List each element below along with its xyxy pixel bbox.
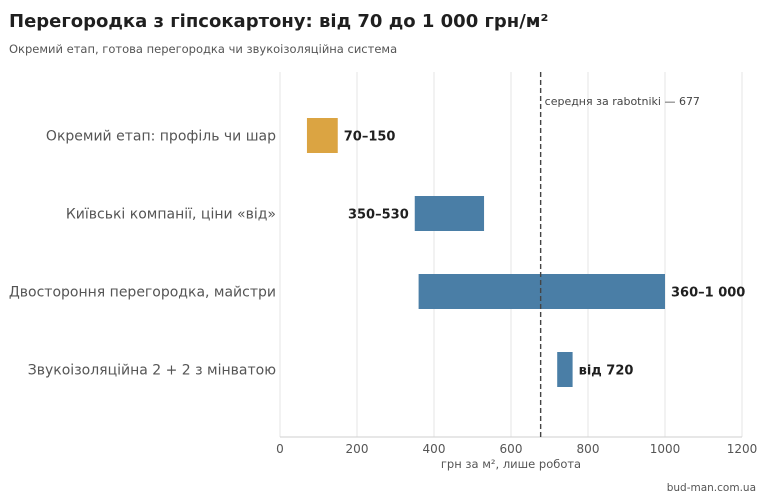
- x-tick-label: 800: [577, 442, 600, 456]
- x-tick-label: 400: [423, 442, 446, 456]
- category-label: Звукоізоляційна 2 + 2 з мінватою: [28, 363, 276, 379]
- x-tick-label: 0: [276, 442, 284, 456]
- range-bar: [306, 118, 338, 153]
- x-tick-label: 600: [500, 442, 523, 456]
- x-tick-label: 200: [346, 442, 369, 456]
- bar-value-label: 70–150: [344, 130, 396, 145]
- x-tick-label: 1000: [650, 442, 681, 456]
- source-label: bud-man.com.ua: [666, 482, 756, 494]
- bar-value-label: 350–530: [348, 208, 409, 223]
- chart-subtitle: Окремий етап, готова перегородка чи звук…: [9, 42, 398, 56]
- bar-value-label: від 720: [579, 364, 634, 379]
- bar-value-label: 360–1 000: [671, 286, 745, 301]
- x-axis-title: грн за м², лише робота: [441, 457, 581, 471]
- category-label: Окремий етап: профіль чи шар: [46, 129, 276, 145]
- category-label: Київські компанії, ціни «від»: [66, 207, 276, 223]
- chart-title: Перегородка з гіпсокартону: від 70 до 1 …: [9, 11, 549, 32]
- range-bar: [418, 274, 665, 309]
- x-tick-label: 1200: [727, 442, 758, 456]
- category-label: Двостороння перегородка, майстри: [9, 285, 276, 301]
- reference-line-label: середня за rabotniki — 677: [545, 95, 700, 108]
- range-bar: [557, 352, 573, 387]
- range-bar: [414, 196, 485, 231]
